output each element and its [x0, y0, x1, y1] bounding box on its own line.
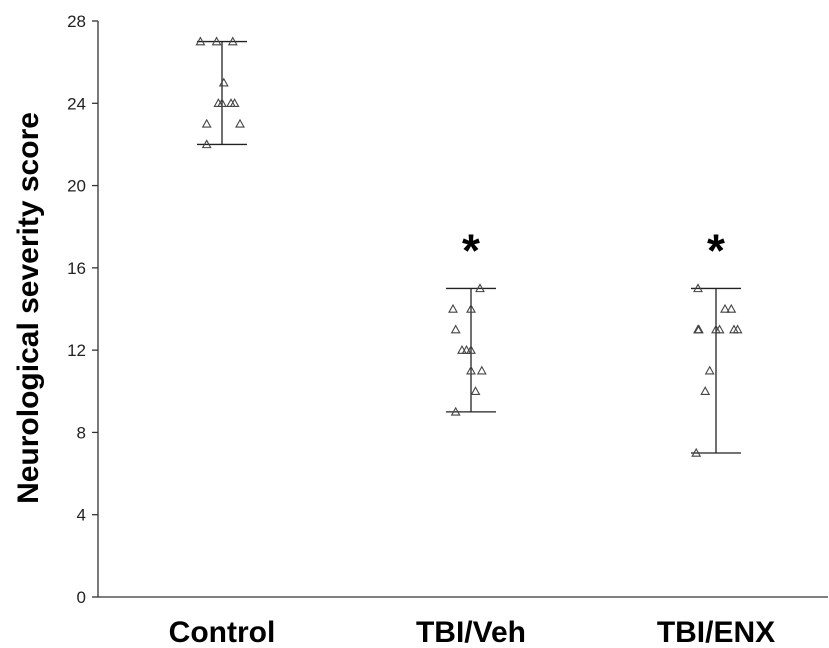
x-axis-labels: Control TBI/Veh TBI/ENX	[169, 616, 776, 648]
y-axis-title: Neurological severity score	[12, 112, 45, 504]
data-point-triangle	[218, 77, 229, 87]
y-tick-label: 0	[77, 588, 86, 607]
y-tick-label: 8	[77, 423, 86, 442]
group-control	[195, 36, 247, 149]
data-point-triangle	[227, 36, 238, 46]
y-axis-ticks: 0 4 8 12 16 20 24 28	[67, 12, 98, 607]
data-point-triangle	[714, 324, 725, 334]
y-tick-label: 28	[67, 12, 86, 31]
data-point-triangle	[693, 283, 703, 293]
data-point-triangle	[475, 283, 485, 293]
significance-asterisk: *	[462, 224, 480, 276]
group-tbi-veh: *	[446, 224, 496, 416]
data-point-triangle	[700, 386, 711, 396]
x-category-label: TBI/ENX	[657, 616, 775, 648]
y-tick-label: 4	[77, 506, 86, 525]
data-point-triangle	[470, 386, 481, 396]
data-point-triangle	[229, 98, 240, 108]
data-groups: * *	[195, 36, 743, 457]
y-tick-label: 20	[67, 177, 86, 196]
data-point-triangle	[466, 365, 476, 375]
data-point-triangle	[732, 324, 743, 334]
data-point-triangle	[450, 406, 461, 416]
data-point-triangle	[704, 365, 715, 375]
y-tick-label: 16	[67, 259, 86, 278]
significance-asterisk: *	[707, 224, 725, 276]
data-point-triangle	[448, 303, 458, 313]
data-point-triangle	[201, 139, 212, 149]
axes	[97, 21, 828, 598]
data-point-triangle	[466, 345, 476, 354]
data-point-triangle	[201, 118, 212, 128]
data-point-triangle	[211, 36, 222, 46]
data-point-triangle	[693, 324, 704, 334]
data-point-triangle	[450, 324, 461, 334]
data-point-triangle	[195, 36, 206, 46]
data-point-triangle	[235, 118, 245, 128]
data-point-triangle	[691, 447, 702, 457]
data-point-triangle	[466, 303, 476, 313]
data-point-triangle	[476, 365, 487, 375]
x-category-label: TBI/Veh	[416, 616, 526, 648]
data-point-triangle	[217, 98, 227, 108]
data-point-triangle	[720, 303, 730, 313]
y-tick-label: 24	[67, 94, 86, 113]
data-point-triangle	[726, 303, 737, 313]
x-category-label: Control	[169, 616, 276, 648]
group-tbi-enx: *	[691, 224, 743, 457]
y-tick-label: 12	[67, 341, 86, 360]
y-axis-title-group: Neurological severity score	[12, 112, 45, 504]
